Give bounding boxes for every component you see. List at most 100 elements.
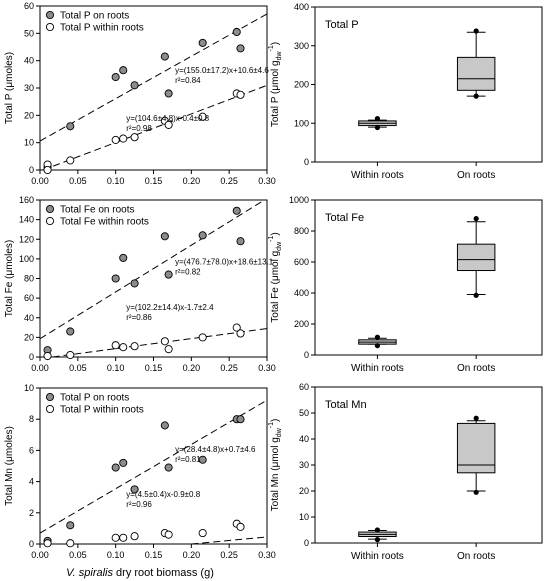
data-point-on-roots (164, 270, 173, 279)
data-point-within-roots (111, 533, 120, 542)
scatter-p-panel: 0.00 0.05 0.10 0.15 0.20 0.25 0.30 0 10 20 30 40 50 6… (4, 1, 276, 186)
y-axis-label: Total Mn (μmol gdw-1) (268, 419, 283, 512)
outlier-point (374, 537, 381, 543)
category-label: Within roots (351, 170, 404, 181)
y-tick-label: 10 (299, 512, 309, 522)
y-tick-label: 300 (294, 41, 309, 51)
y-tick-label: 800 (294, 226, 309, 236)
y-axis-label-close: ) (270, 419, 281, 422)
data-point-on-roots (111, 73, 120, 82)
x-tick-label: 0.10 (107, 550, 125, 560)
data-point-on-roots (111, 463, 120, 472)
data-point-on-roots (236, 415, 245, 424)
y-axis-label-subscript: dw (276, 427, 283, 437)
x-tick-label: 0.25 (220, 363, 238, 373)
x-tick-label: 0.05 (69, 176, 87, 186)
y-axis-label: Total Fe (μmol gdw-1) (268, 232, 283, 322)
y-tick-label: 6 (29, 445, 34, 455)
y-tick-label: 40 (24, 313, 34, 323)
y-tick-label: 40 (24, 56, 34, 66)
data-point-on-roots (198, 38, 207, 47)
fit-equation: y=(28.4±4.8)x+0.7±4.6 (175, 445, 256, 454)
x-axis-label: V. spiralis dry root biomass (g) (66, 567, 214, 579)
data-point-within-roots (232, 323, 241, 332)
fit-r-squared: r²=0.81 (175, 455, 201, 464)
y-tick-label: 120 (19, 234, 34, 244)
scatter-fe-panel: 0.00 0.05 0.10 0.15 0.20 0.25 0.30 0 20 40 60 80 100… (4, 195, 276, 373)
data-point-on-roots (160, 52, 169, 61)
data-point-within-roots (130, 532, 139, 541)
outlier-point (473, 415, 479, 421)
fit-equation: y=(4.5±0.4)x-0.9±0.8 (126, 490, 200, 499)
data-point-on-roots (160, 421, 169, 430)
box-fe-panel: Total Fe 0 200 400 600 800 1000 Total Fe (μmol … (268, 195, 543, 374)
data-point-within-roots (119, 533, 128, 542)
regression-line (191, 536, 268, 545)
data-point-within-roots (198, 529, 207, 538)
outlier-point (473, 489, 479, 495)
outlier-point (374, 334, 381, 340)
regression-line (52, 328, 268, 358)
y-tick-label: 200 (294, 319, 309, 329)
data-point-within-roots (66, 156, 75, 165)
y-tick-label: 80 (24, 274, 34, 284)
legend-marker (45, 404, 55, 414)
y-tick-label: 20 (24, 332, 34, 342)
y-tick-label: 10 (24, 138, 34, 148)
data-point-on-roots (232, 27, 241, 37)
legend-marker (45, 10, 55, 20)
data-point-on-roots (66, 521, 75, 530)
y-tick-label: 60 (299, 382, 309, 392)
x-tick-label: 0.15 (145, 176, 163, 186)
y-tick-label: 200 (294, 80, 309, 90)
y-axis-label-main: Total P (μmol g (270, 60, 281, 127)
data-point-within-roots (66, 539, 75, 548)
category-label: Within roots (351, 363, 404, 374)
y-tick-label: 0 (29, 352, 34, 362)
category-label: On roots (457, 363, 495, 374)
legend-marker (45, 392, 55, 402)
panel-title: Total Mn (325, 399, 367, 411)
data-point-on-roots (66, 327, 75, 336)
y-tick-label: 0 (29, 539, 34, 549)
x-tick-label: 0.20 (183, 550, 201, 560)
x-tick-label: 0.20 (183, 176, 201, 186)
box-p-panel: Total P 0 100 200 300 400 Total P (μmol gdw-1)… (268, 2, 543, 181)
legend-label: Total Fe on roots (60, 205, 134, 216)
x-tick-label: 0.10 (107, 176, 125, 186)
data-point-within-roots (43, 351, 52, 361)
data-point-on-roots (119, 458, 128, 467)
plot-frame (314, 199, 543, 356)
y-tick-label: 140 (19, 215, 34, 225)
data-point-within-roots (111, 341, 120, 350)
y-tick-label: 600 (294, 257, 309, 267)
data-point-within-roots (160, 337, 169, 346)
y-tick-label: 10 (24, 383, 34, 393)
legend-label: Total P on roots (60, 393, 129, 404)
fit-r-squared: r²=0.86 (126, 313, 152, 322)
y-tick-label: 4 (29, 477, 34, 487)
y-tick-label: 50 (299, 408, 309, 418)
panel-title: Total Fe (325, 212, 364, 224)
y-axis-label-subscript: dw (276, 241, 283, 251)
y-tick-label: 400 (294, 2, 309, 12)
data-point-on-roots (119, 253, 128, 262)
data-point-within-roots (198, 112, 207, 121)
x-tick-label: 0.00 (31, 550, 49, 560)
outlier-point (473, 292, 479, 298)
data-point-within-roots (198, 333, 207, 342)
data-point-within-roots (236, 329, 245, 338)
data-point-within-roots (164, 345, 173, 354)
data-point-on-roots (119, 66, 128, 75)
x-tick-label: 0.15 (145, 550, 163, 560)
x-tick-label: 0.25 (220, 550, 238, 560)
legend-label: Total P within roots (60, 405, 144, 416)
fit-equation: y=(102.2±14.4)x-1.7±2.4 (126, 303, 214, 312)
data-point-on-roots (164, 463, 173, 472)
y-tick-label: 0 (304, 538, 309, 548)
y-axis-label: Total P (μmoles) (4, 52, 15, 124)
data-point-on-roots (198, 455, 207, 464)
outlier-point (374, 116, 381, 122)
outlier-point (374, 527, 381, 533)
